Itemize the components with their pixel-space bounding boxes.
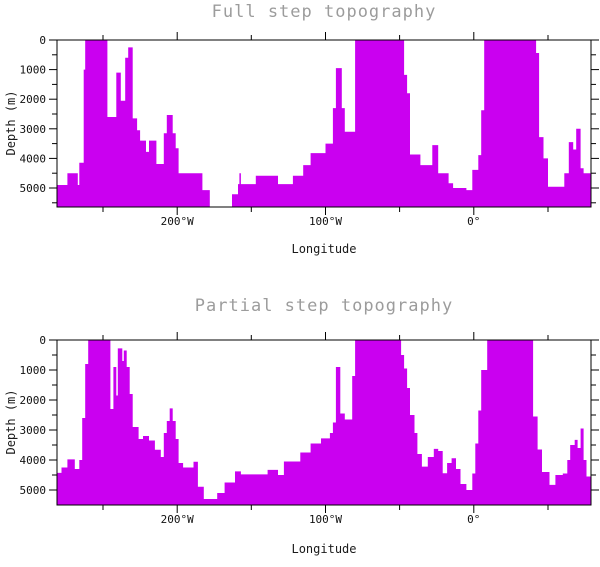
- plot-frame: [56, 39, 592, 208]
- y-tick-label: 0: [39, 334, 46, 347]
- chart-title: Partial step topography: [194, 296, 454, 316]
- chart-full-step-topography: Full step topography Depth (m) 200°W 100°…: [0, 0, 600, 283]
- axis-ticks: [49, 32, 599, 215]
- x-axis-title: Longitude: [291, 542, 357, 556]
- y-tick-label: 2000: [20, 394, 47, 407]
- y-tick-labels: 0 1000 2000 3000 4000 5000: [20, 334, 47, 497]
- y-tick-label: 4000: [20, 454, 47, 467]
- y-tick-label: 4000: [20, 152, 47, 165]
- plot-area: 200°W 100°W 0° 0 1000 2000 3000 4000 5000: [20, 32, 599, 228]
- x-tick-label: 200°W: [161, 215, 194, 228]
- seafloor-silhouette: [57, 340, 591, 505]
- y-tick-label: 5000: [20, 484, 47, 497]
- x-tick-label: 0°: [467, 513, 480, 526]
- x-tick-label: 0°: [467, 215, 480, 228]
- y-tick-label: 1000: [20, 64, 47, 77]
- x-tick-label: 100°W: [309, 513, 342, 526]
- y-tick-labels: 0 1000 2000 3000 4000 5000: [20, 34, 47, 195]
- x-tick-labels: 200°W 100°W 0°: [161, 215, 481, 228]
- x-axis-title: Longitude: [291, 242, 357, 256]
- y-tick-label: 3000: [20, 123, 47, 136]
- y-tick-label: 3000: [20, 424, 47, 437]
- chart-title: Full step topography: [211, 2, 437, 22]
- y-tick-label: 5000: [20, 182, 47, 195]
- y-tick-label: 0: [39, 34, 46, 47]
- x-tick-label: 200°W: [161, 513, 194, 526]
- x-tick-label: 100°W: [309, 215, 342, 228]
- chart-partial-step-topography: Partial step topography Depth (m) 200°W 1…: [0, 283, 600, 567]
- axis-ticks: [49, 332, 599, 513]
- y-tick-label: 1000: [20, 364, 47, 377]
- plot-frame: [56, 339, 592, 506]
- seafloor-silhouette: [57, 40, 591, 207]
- x-tick-labels: 200°W 100°W 0°: [161, 513, 481, 526]
- plot-area: 200°W 100°W 0° 0 1000 2000 3000 4000 5000: [20, 332, 599, 526]
- y-tick-label: 2000: [20, 93, 47, 106]
